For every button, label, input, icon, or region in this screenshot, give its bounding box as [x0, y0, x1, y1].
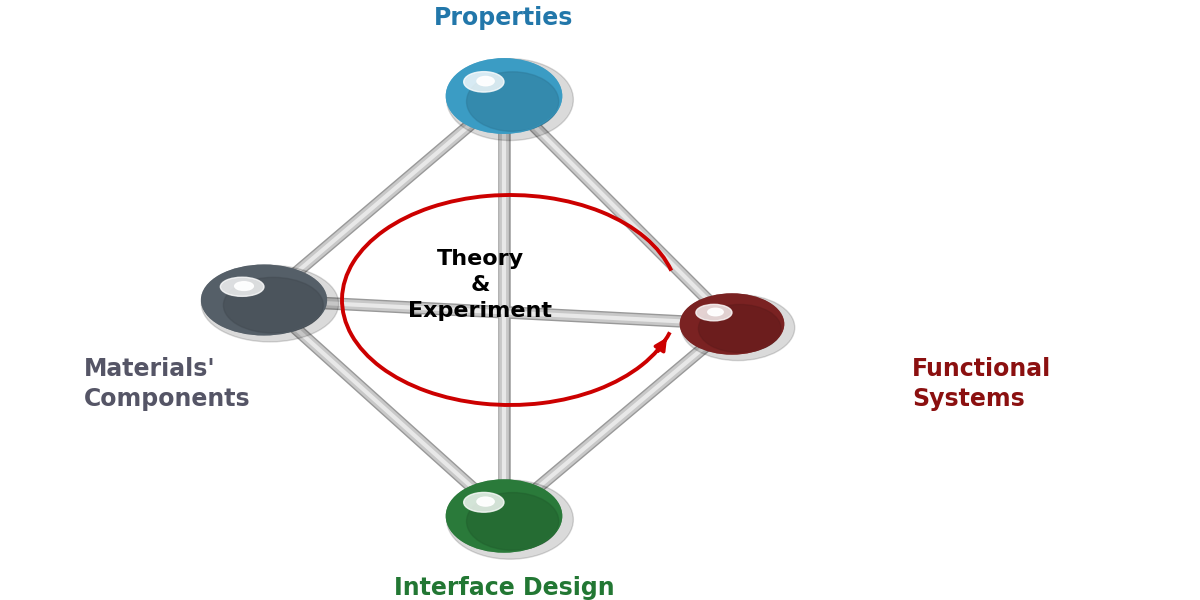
Ellipse shape [476, 76, 494, 86]
Ellipse shape [680, 294, 784, 354]
Ellipse shape [467, 493, 559, 550]
Ellipse shape [202, 265, 338, 342]
Ellipse shape [680, 294, 784, 354]
Ellipse shape [223, 277, 323, 333]
Ellipse shape [446, 480, 562, 552]
Ellipse shape [698, 304, 781, 352]
Ellipse shape [446, 59, 562, 133]
Ellipse shape [696, 304, 732, 321]
Ellipse shape [202, 265, 326, 335]
Ellipse shape [221, 277, 264, 296]
Text: Properties: Properties [434, 6, 574, 30]
Text: Materials'
Components: Materials' Components [84, 357, 251, 411]
Ellipse shape [463, 71, 504, 92]
Text: Functional
Systems: Functional Systems [912, 357, 1051, 411]
Ellipse shape [467, 72, 559, 131]
Ellipse shape [446, 59, 562, 133]
Ellipse shape [235, 282, 253, 290]
Ellipse shape [446, 480, 562, 552]
Text: Theory
&
Experiment: Theory & Experiment [408, 248, 552, 322]
Ellipse shape [446, 59, 574, 140]
Ellipse shape [476, 497, 494, 506]
Ellipse shape [708, 308, 724, 316]
Ellipse shape [463, 493, 504, 512]
Ellipse shape [202, 265, 326, 335]
Ellipse shape [682, 295, 794, 361]
Ellipse shape [446, 480, 574, 559]
Text: Interface Design: Interface Design [394, 576, 614, 600]
